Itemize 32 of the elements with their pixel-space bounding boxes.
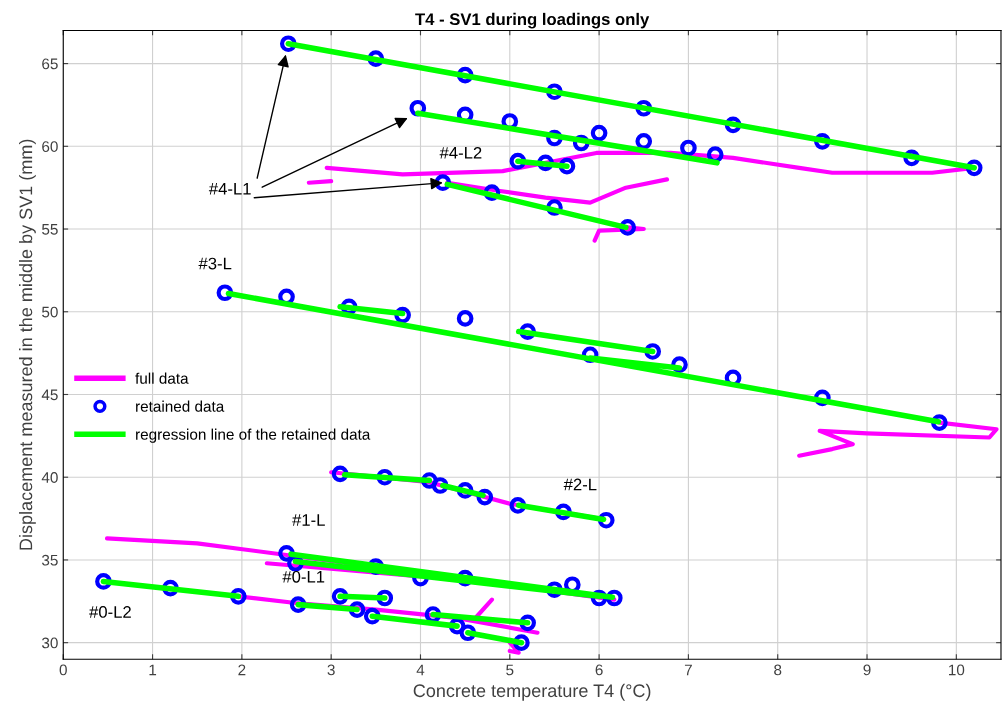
y-tick-label: 40 [41,472,58,483]
annotation: #2-L [563,478,597,491]
y-tick-label: 65 [42,58,58,70]
legend-label: full data [135,372,189,384]
y-tick-label: 35 [41,554,58,566]
annotation: #4-L1 [208,183,251,195]
x-tick-label: 7 [684,664,692,676]
x-tick-label: 3 [327,664,335,676]
y-tick-label: 60 [42,141,58,152]
x-tick-label: 10 [949,664,965,676]
annotation: #0-L1 [282,570,325,583]
annotation: #4-L2 [439,146,482,159]
x-tick-label: 6 [595,664,603,676]
x-tick-label: 0 [59,664,67,676]
annotation: #3-L [198,257,232,270]
y-tick-label: 30 [41,637,58,649]
x-tick-label: 1 [149,664,157,676]
x-tick-label: 2 [238,664,246,676]
chart-title: T4 - SV1 during loadings only [415,12,650,29]
legend-label: regression line of the retained data [136,428,371,443]
annotation: #1-L [292,514,325,526]
x-tick-label: 8 [774,664,782,676]
x-tick-label: 4 [416,664,425,676]
y-tick-label: 55 [42,224,58,235]
y-tick-label: 50 [42,306,58,318]
x-axis-title: Concrete temperature T4 (°C) [413,683,651,701]
x-tick-label: 9 [863,664,871,676]
y-tick-label: 45 [41,389,58,401]
annotation: #0-L2 [89,606,131,618]
x-tick-label: 5 [506,664,514,676]
legend-label: retained data [136,400,225,412]
y-axis-title: Displacement measured in the middle by SV1 (mm) [19,139,36,550]
